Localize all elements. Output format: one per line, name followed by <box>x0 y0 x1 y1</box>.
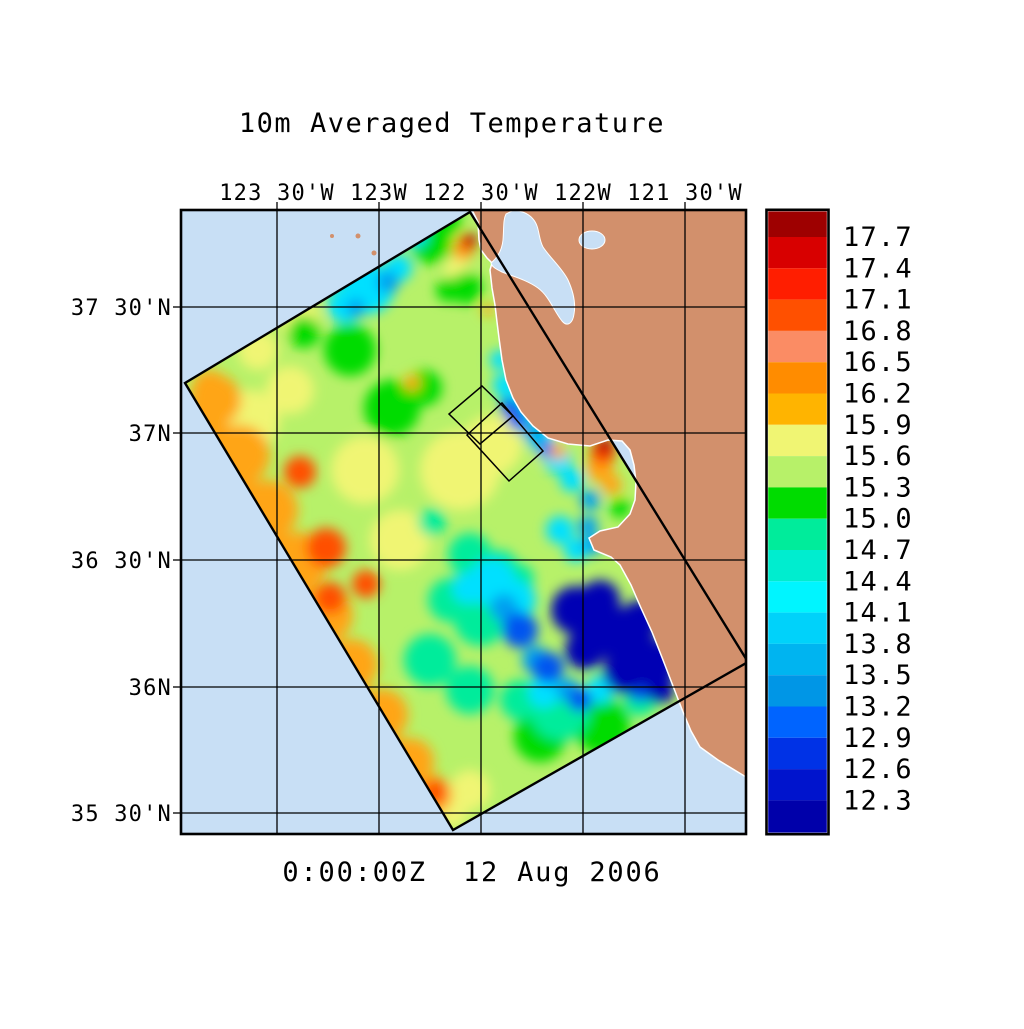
colorbar-tick-label: 14.4 <box>843 566 913 597</box>
colorbar-cell <box>768 268 827 300</box>
colorbar-cell <box>768 487 827 519</box>
map-frame <box>179 208 748 836</box>
x-tick-label: 121 30'W <box>627 181 743 206</box>
model-domain-outline <box>183 210 746 832</box>
colorbar-cell <box>768 675 827 707</box>
colorbar-cell <box>768 550 827 582</box>
colorbar-tick-label: 13.5 <box>843 660 913 691</box>
y-tick-label: 36 30'N <box>71 549 172 574</box>
colorbar-cell <box>768 211 827 237</box>
colorbar-tick-label: 15.0 <box>843 504 913 535</box>
san-pablo-suisun-water <box>578 230 606 250</box>
colorbar-tick-label: 17.7 <box>843 222 913 253</box>
x-tick-label: 122W <box>554 181 612 206</box>
colorbar-border <box>765 208 830 836</box>
colorbar-tick-label: 16.8 <box>843 316 913 347</box>
colorbar-cell <box>768 581 827 613</box>
colorbar-tick-label: 12.6 <box>843 754 913 785</box>
colorbar-tick-label: 16.5 <box>843 347 913 378</box>
colorbar-tick-label: 15.6 <box>843 441 913 472</box>
colorbar-cell <box>768 643 827 676</box>
colorbar-cell <box>768 769 827 801</box>
colorbar-cell <box>768 456 827 488</box>
x-axis-labels: 123 30'W 123W 122 30'W 122W 121 30'W <box>219 181 743 206</box>
colorbar-tick-label: 16.2 <box>843 379 913 410</box>
offshore-islets <box>330 233 377 256</box>
colorbar-cell <box>768 393 827 425</box>
colorbar-tick-label: 13.2 <box>843 692 913 723</box>
colorbar <box>765 208 830 836</box>
colorbar-tick-label: 17.1 <box>843 285 913 316</box>
colorbar-cell <box>768 362 827 394</box>
y-tick-label: 37N <box>129 422 172 447</box>
y-tick-label: 37 30'N <box>71 296 172 321</box>
colorbar-tick-label: 15.9 <box>843 410 913 441</box>
nested-subdomain-box-large <box>465 401 545 483</box>
y-tick-label: 35 30'N <box>71 802 172 827</box>
colorbar-tick-label: 12.3 <box>843 785 913 816</box>
timestamp-label: 0:00:00Z 12 Aug 2006 <box>282 857 661 888</box>
x-tick-label: 122 30'W <box>423 181 539 206</box>
colorbar-tick-label: 13.8 <box>843 629 913 660</box>
plot-title: 10m Averaged Temperature <box>239 108 665 139</box>
colorbar-cell <box>768 424 827 457</box>
colorbar-cell <box>768 737 827 770</box>
colorbar-cell <box>768 237 827 269</box>
colorbar-tick-label: 14.7 <box>843 535 913 566</box>
colorbar-cell <box>768 330 827 363</box>
graticule-gridlines <box>181 210 746 834</box>
axis-ticks <box>173 202 686 814</box>
y-tick-label: 36N <box>129 676 172 701</box>
colorbar-tick-label: 17.4 <box>843 253 913 284</box>
x-tick-label: 123W <box>350 181 408 206</box>
colorbar-tick-label: 15.3 <box>843 472 913 503</box>
colorbar-cell <box>768 518 827 550</box>
colorbar-cell <box>768 299 827 331</box>
san-francisco-bay <box>490 210 576 325</box>
california-land <box>471 210 746 778</box>
colorbar-cell <box>768 612 827 644</box>
map-panel <box>181 210 746 834</box>
colorbar-cell <box>768 800 827 833</box>
nested-subdomain-box-small <box>447 384 515 446</box>
colorbar-tick-label: 14.1 <box>843 598 913 629</box>
colorbar-cell <box>768 706 827 738</box>
colorbar-tick-label: 12.9 <box>843 723 913 754</box>
y-axis-labels: 37 30'N 37N 36 30'N 36N 35 30'N <box>71 296 172 827</box>
colorbar-labels: 17.7 17.4 17.1 16.8 16.5 16.2 15.9 15.6 … <box>843 222 913 816</box>
x-tick-label: 123 30'W <box>219 181 335 206</box>
